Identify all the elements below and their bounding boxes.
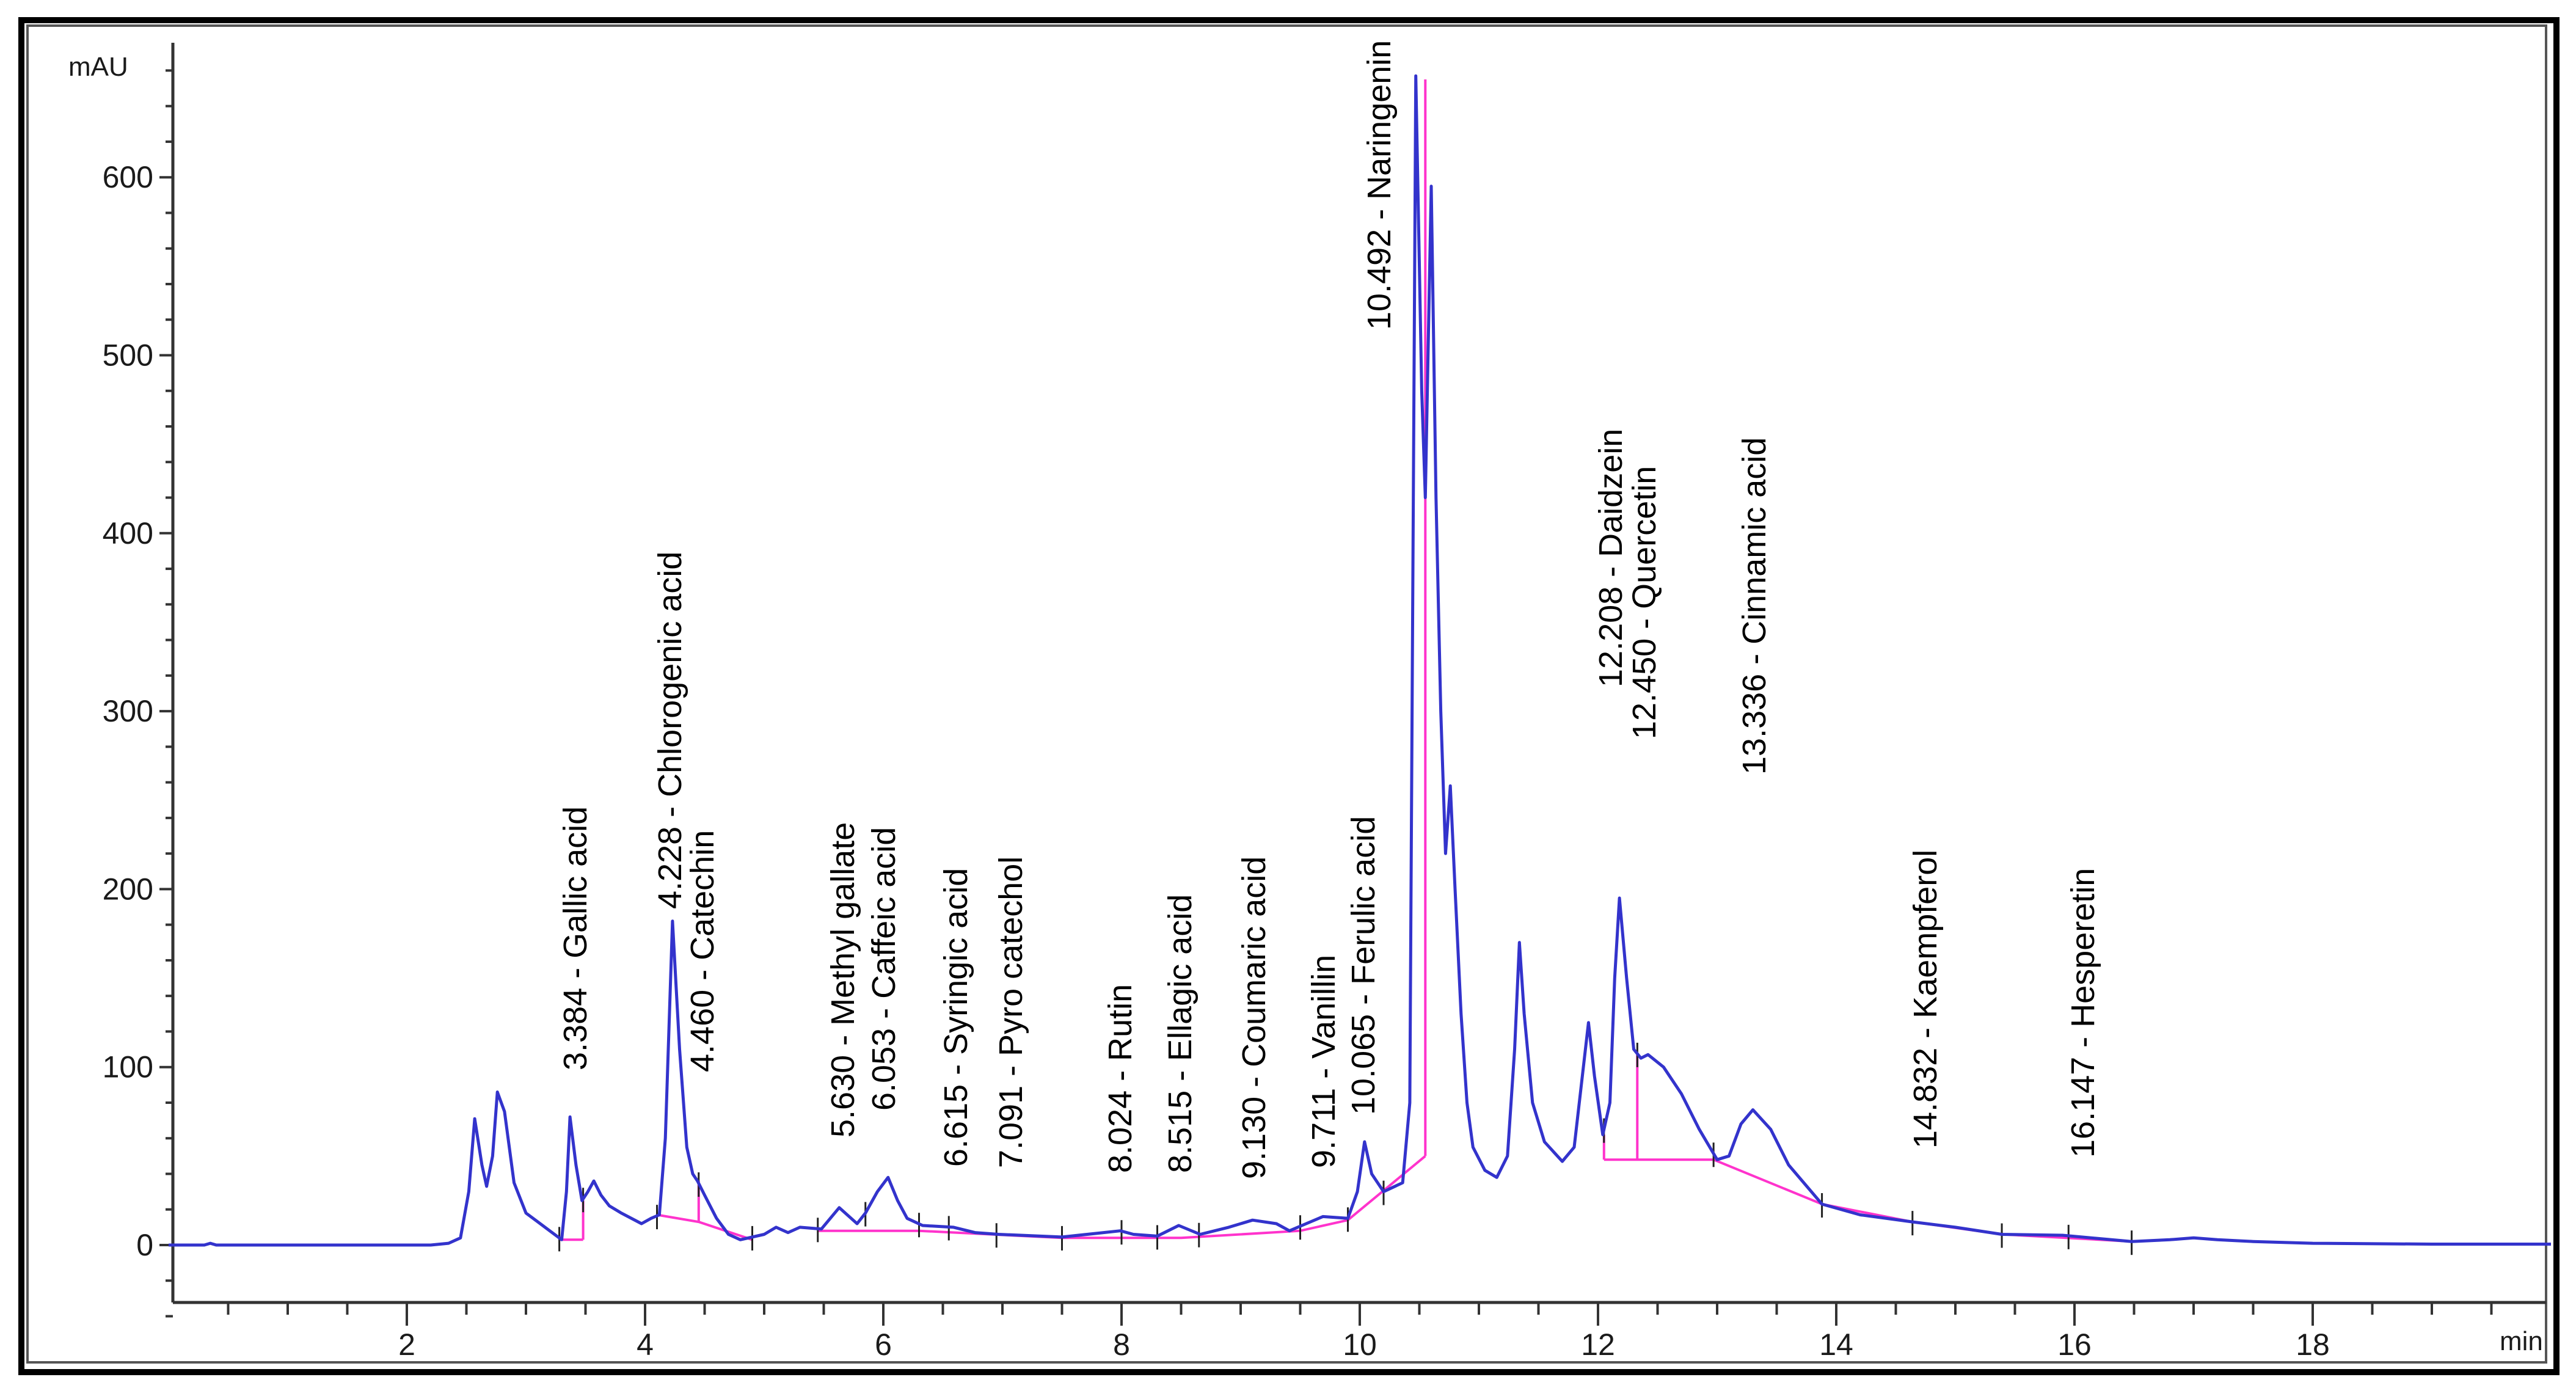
y-unit-label: mAU bbox=[68, 52, 128, 82]
chromatogram-trace bbox=[169, 74, 2551, 1247]
peak-label: 10.065 - Ferulic acid bbox=[1345, 816, 1382, 1115]
peak-label: 14.832 - Kaempferol bbox=[1907, 850, 1944, 1149]
peak-label: 6.615 - Syringic acid bbox=[938, 868, 974, 1167]
x-tick-label: 10 bbox=[1343, 1328, 1377, 1362]
x-unit-label: min bbox=[2500, 1326, 2543, 1356]
peak-label: 8.024 - Rutin bbox=[1102, 984, 1139, 1173]
x-tick-label: 14 bbox=[1819, 1328, 1853, 1362]
y-tick-label: 0 bbox=[136, 1228, 153, 1262]
x-tick-label: 4 bbox=[637, 1328, 654, 1362]
x-tick-label: 16 bbox=[2057, 1328, 2092, 1362]
peak-labels: 3.384 - Gallic acid 4.228 - Chlorogenic a… bbox=[557, 40, 2101, 1179]
peak-label: 12.208 - Daidzein bbox=[1593, 429, 1629, 687]
inner-frame bbox=[26, 24, 2547, 1364]
peak-label: 8.515 - Ellagic acid bbox=[1162, 894, 1199, 1173]
peak-label: 5.630 - Methyl gallate bbox=[825, 822, 861, 1138]
y-tick-label: 300 bbox=[103, 694, 153, 728]
peak-label: 6.053 - Caffeic acid bbox=[866, 827, 902, 1111]
x-tick-label: 6 bbox=[875, 1328, 892, 1362]
peak-label: 4.228 - Chlorogenic acid bbox=[652, 552, 688, 909]
peak-label: 12.450 - Quercetin bbox=[1626, 466, 1663, 739]
y-tick-label: 600 bbox=[103, 160, 153, 194]
peak-label: 4.460 - Catechin bbox=[684, 830, 721, 1072]
x-tick-label: 2 bbox=[398, 1328, 415, 1362]
x-tick-label: 18 bbox=[2296, 1328, 2330, 1362]
peak-label: 9.130 - Coumaric acid bbox=[1236, 857, 1272, 1179]
peak-label: 10.492 - Naringenin bbox=[1361, 40, 1398, 330]
peak-label: 3.384 - Gallic acid bbox=[557, 806, 594, 1070]
y-tick-label: 400 bbox=[103, 516, 153, 550]
y-tick-label: 500 bbox=[103, 338, 153, 373]
peak-label: 9.711 - Vanillin bbox=[1305, 955, 1342, 1168]
baseline-segment bbox=[657, 1213, 753, 1241]
x-axis: 2 4 6 8 10 12 14 16 18 bbox=[173, 1301, 2546, 1362]
x-tick-label: 8 bbox=[1113, 1328, 1130, 1362]
y-tick-label: 100 bbox=[103, 1050, 153, 1084]
outer-frame bbox=[18, 17, 2560, 1375]
x-tick-label: 12 bbox=[1581, 1328, 1615, 1362]
y-tick-label: 200 bbox=[103, 872, 153, 906]
y-axis: 0 100 200 300 400 500 600 bbox=[103, 43, 175, 1318]
peak-label: 7.091 - Pyro catechol bbox=[993, 857, 1029, 1168]
peak-label: 13.336 - Cinnamic acid bbox=[1736, 437, 1773, 775]
peak-label: 16.147 - Hesperetin bbox=[2065, 868, 2101, 1158]
